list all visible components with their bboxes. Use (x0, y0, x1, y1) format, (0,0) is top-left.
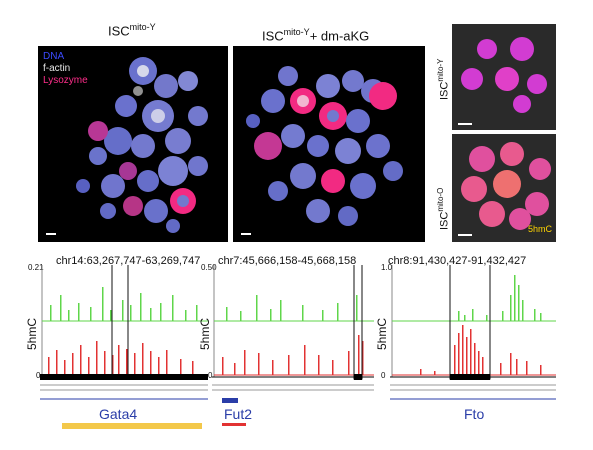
gene-label-fut2: Fut2 (224, 406, 253, 422)
micrograph-isc-mito-y: DNA f-actin Lysozyme (38, 46, 228, 242)
track3-ymax: 1.0 (381, 263, 393, 272)
track2-annotation-bar (222, 423, 246, 426)
gene-label-gata4: Gata4 (99, 406, 138, 422)
legend-lysozyme: Lysozyme (43, 75, 88, 86)
organoid-image (46, 57, 208, 235)
track3-plot (390, 265, 556, 391)
micrograph-isc-mito-y-dm-akg (233, 46, 425, 242)
track2-ymax: 0.50 (201, 263, 217, 272)
track1-annotation-bar (62, 423, 202, 429)
track2-gene-block (222, 398, 238, 403)
track1-ymax: 0.21 (28, 263, 44, 272)
track3-coords: chr8:91,430,427-91,432,427 (388, 255, 527, 267)
track3-ylabel: 5hmC (375, 317, 389, 350)
track1-coords: chr14:63,267,747-63,269,747 (56, 255, 201, 267)
micrograph-5hmc-mito-y (452, 24, 556, 130)
track1-plot (40, 265, 208, 391)
track2-coords: chr7:45,666,158-45,668,158 (218, 255, 357, 267)
middle-panel-title: ISCmito-Y+ dm-aKG (262, 27, 370, 44)
label-isc-mito-o: ISCmito-O (436, 187, 451, 230)
track3-gene-line (390, 398, 556, 400)
track1-gene-line (40, 398, 208, 400)
legend-factin: f-actin (43, 63, 71, 74)
track2-plot (212, 265, 374, 391)
stain-label-5hmc: 5hmC (527, 224, 552, 234)
organoid-image-treated (241, 66, 403, 235)
track2-ymin: 0 (208, 371, 213, 380)
5hmc-image-young (458, 37, 547, 125)
track1-ymin: 0 (36, 371, 41, 380)
micrograph-5hmc-mito-o: 5hmC (452, 134, 556, 242)
5hmc-image-old (458, 142, 551, 236)
label-isc-mito-y: ISCmito-Y (436, 58, 451, 100)
track3-ymin: 0 (381, 371, 386, 380)
legend-dna: DNA (43, 51, 65, 62)
gene-label-fto: Fto (464, 406, 485, 422)
track1-ylabel: 5hmC (25, 317, 39, 350)
track2-ylabel: 5hmC (198, 317, 212, 350)
left-panel-title: ISCmito-Y (108, 22, 156, 39)
